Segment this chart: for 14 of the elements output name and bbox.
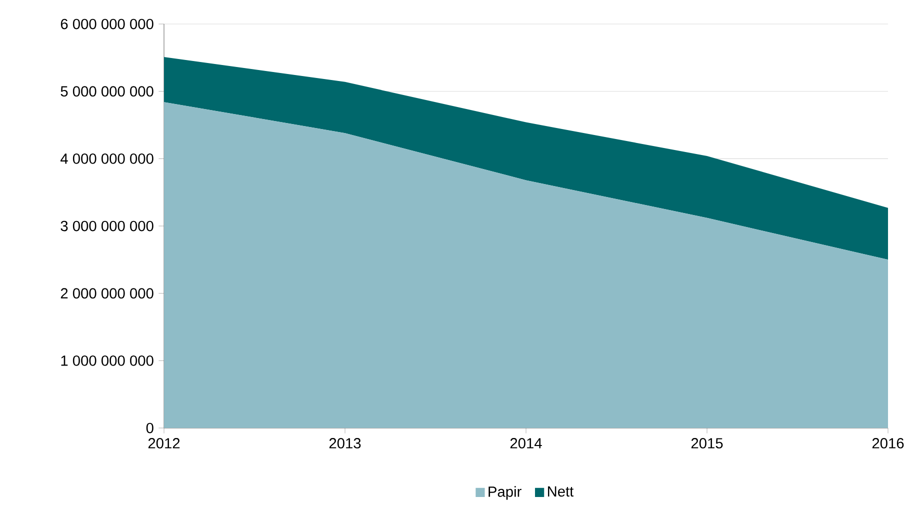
y-tick-label: 1 000 000 000 xyxy=(61,355,154,366)
legend-label: Nett xyxy=(548,486,574,497)
x-tick-label: 2015 xyxy=(691,438,723,448)
y-tick-label: 0 xyxy=(146,422,154,434)
y-tick-label: 6 000 000 000 xyxy=(60,18,154,30)
y-tick-label: 4 000 000 000 xyxy=(60,153,154,164)
x-tick-label: 2014 xyxy=(510,438,542,448)
x-tick-label: 2013 xyxy=(329,438,361,448)
y-tick-label: 5 000 000 000 xyxy=(60,86,154,97)
legend-label: Papir xyxy=(488,486,522,500)
x-tick-label: 2016 xyxy=(872,438,904,448)
y-tick-label: 3 000 000 000 xyxy=(60,220,154,232)
y-tick-label: 2 000 000 000 xyxy=(60,288,154,299)
x-tick-label: 2012 xyxy=(148,438,180,448)
